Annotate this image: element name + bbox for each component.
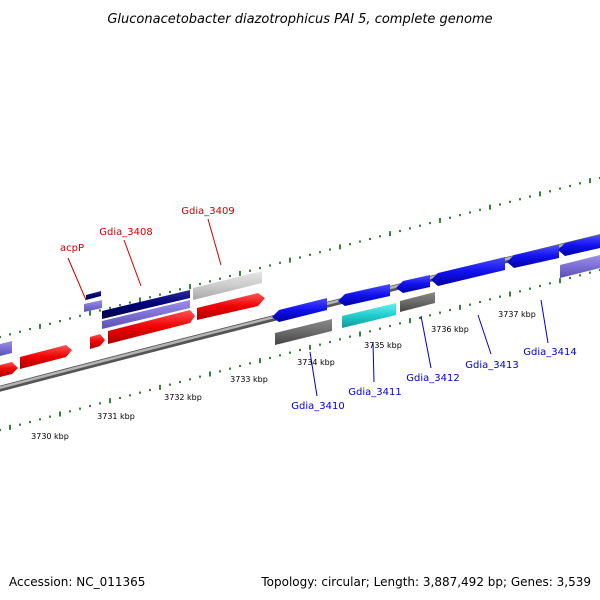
kbp-label: 3735 kbp	[364, 341, 402, 350]
gdia3408-leader	[123, 239, 142, 287]
acpP-leader	[67, 257, 87, 301]
gdia3412-leader	[420, 315, 432, 369]
kbp-label: 3736 kbp	[431, 325, 469, 334]
forward-gene-arrow	[108, 310, 195, 344]
gdia3414-reverse-arrow	[507, 245, 559, 268]
accession-text: Accession: NC_011365	[9, 575, 145, 589]
gdia3410-reverse-arrow	[272, 298, 327, 322]
kbp-label: 3732 kbp	[164, 393, 202, 402]
forward-gene-label[interactable]: acpP	[60, 243, 84, 254]
gene-labels: acpP Gdia_3408 Gdia_3409 Gdia_3410 Gdia_3411…	[60, 206, 577, 412]
kbp-label: 3731 kbp	[97, 412, 135, 421]
forward-gene-arrow	[20, 345, 72, 369]
acpP-feature-light	[84, 300, 102, 312]
reverse-gene-label[interactable]: Gdia_3411	[348, 387, 401, 398]
reverse-gene-arrow	[558, 235, 600, 256]
gdia3413-reverse-arrow	[431, 257, 505, 286]
kbp-label: 3730 kbp	[31, 432, 69, 441]
reverse-gene-label[interactable]: Gdia_3410	[291, 401, 344, 412]
reverse-gene-label[interactable]: Gdia_3412	[406, 373, 459, 384]
gdia3414-leader	[540, 299, 549, 344]
map-title: Gluconacetobacter diazotrophicus PAI 5, …	[107, 12, 492, 27]
genome-info-text: Topology: circular; Length: 3,887,492 bp…	[260, 575, 591, 589]
kbp-labels: 3730 kbp 3731 kbp 3732 kbp 3733 kbp 3734 kbp…	[31, 310, 536, 441]
gdia3410-leader	[309, 351, 318, 397]
gdia3409-leader	[207, 218, 222, 266]
gdia3412-reverse-arrow	[396, 275, 430, 293]
kbp-label: 3737 kbp	[498, 310, 536, 319]
gdia3408-feature-light	[102, 300, 190, 329]
reverse-gene-label[interactable]: Gdia_3413	[465, 360, 518, 371]
forward-gene-arrow	[90, 334, 105, 349]
gdia3409-feature	[193, 271, 262, 300]
forward-gene-label[interactable]: Gdia_3409	[181, 206, 234, 217]
forward-gene-arrow	[0, 362, 18, 377]
kbp-label: 3733 kbp	[230, 375, 268, 384]
gdia3411-reverse-arrow	[338, 284, 390, 306]
forward-gene-label[interactable]: Gdia_3408	[99, 227, 152, 238]
gdia3411-feature	[342, 303, 396, 328]
gdia3409-forward-arrow	[197, 293, 265, 320]
reverse-gene-label[interactable]: Gdia_3414	[523, 347, 576, 358]
edge-feature	[0, 341, 12, 356]
ruler-ticks	[0, 176, 600, 432]
acpP-feature-dark	[86, 291, 101, 300]
label-leaders	[67, 218, 549, 397]
gdia3411-leader	[372, 341, 375, 383]
gene-features	[0, 235, 600, 377]
gdia3412-feature	[400, 292, 435, 312]
kbp-label: 3734 kbp	[297, 358, 335, 367]
gdia3410-feature	[275, 319, 332, 345]
gdia3408-feature-dark	[102, 290, 190, 319]
gdia3413-leader	[477, 314, 492, 355]
reverse-gene-feature	[560, 255, 600, 278]
